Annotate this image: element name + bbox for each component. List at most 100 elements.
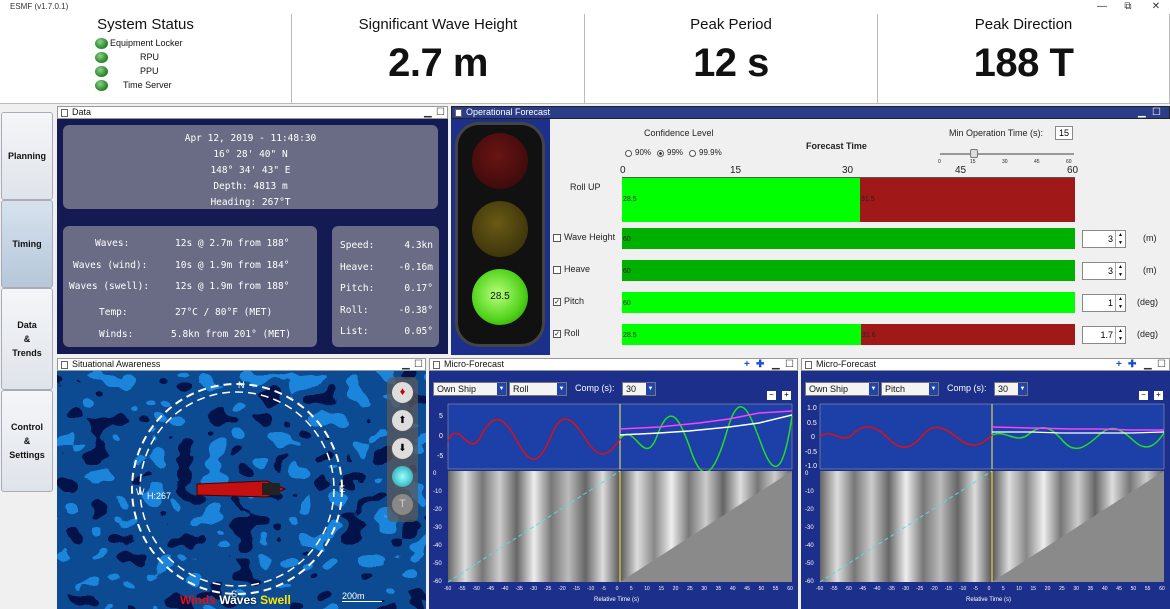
minimize-icon[interactable]: ▁ bbox=[772, 359, 780, 370]
wave-field-map bbox=[57, 371, 426, 609]
position-lon: 148° 34' 43" E bbox=[210, 165, 291, 176]
threshold-stepper[interactable]: 3 ▲ ▼ bbox=[1082, 262, 1126, 280]
waves-swell-label: Waves (swell): bbox=[69, 281, 150, 292]
radio-90-label: 90% bbox=[635, 148, 652, 157]
x-tick: 60 bbox=[787, 586, 793, 592]
ship-up-icon[interactable]: ⬆ bbox=[391, 409, 414, 432]
ship-down-icon[interactable]: ⬇ bbox=[391, 437, 414, 460]
x-tick: 40 bbox=[730, 586, 736, 592]
maximize-icon[interactable]: ☐ bbox=[1157, 359, 1166, 370]
x-tick: 35 bbox=[1087, 586, 1094, 592]
scale-bar: 200m bbox=[342, 591, 382, 602]
row-label: Roll bbox=[564, 328, 580, 338]
radio-99[interactable] bbox=[657, 150, 664, 157]
restore-button[interactable]: ⧉ bbox=[1124, 1, 1132, 12]
data-panel-header: Data ▁ ☐ bbox=[57, 106, 448, 119]
y-tick: 1.0 bbox=[807, 405, 817, 412]
ship-dropdown[interactable]: Own Ship ▼ bbox=[433, 382, 507, 396]
heave-value: -0.16m bbox=[398, 262, 433, 273]
y-tick: 5 bbox=[439, 413, 443, 420]
ship-dropdown[interactable]: Own Ship ▼ bbox=[805, 382, 879, 396]
x-tick: 20 bbox=[1044, 586, 1051, 592]
threshold-stepper[interactable]: 1 ▲ ▼ bbox=[1082, 294, 1126, 312]
add-icon[interactable]: + bbox=[744, 359, 750, 370]
nav-planning[interactable]: Planning bbox=[1, 112, 53, 200]
minimize-icon[interactable]: ▁ bbox=[1144, 359, 1152, 370]
comp-dropdown[interactable]: 30 ▼ bbox=[622, 382, 656, 396]
minimize-icon[interactable]: ▁ bbox=[424, 107, 432, 118]
x-tick: -5 bbox=[601, 586, 606, 592]
x-tick: 30 bbox=[701, 586, 707, 592]
y-tick: 0 bbox=[433, 471, 437, 477]
compass-icon[interactable]: ♦ bbox=[391, 381, 414, 404]
zoom-out-icon[interactable]: − bbox=[1139, 391, 1148, 400]
forecast-panel-title: Operational Forecast bbox=[466, 107, 551, 117]
status-led-icon bbox=[95, 38, 108, 49]
nav-data-trends[interactable]: Data & Trends bbox=[1, 288, 53, 390]
slider-thumb[interactable] bbox=[970, 149, 978, 158]
threshold-stepper[interactable]: 3 ▲ ▼ bbox=[1082, 230, 1126, 248]
minimize-icon[interactable]: ▁ bbox=[1138, 107, 1146, 118]
min-op-input[interactable]: 15 bbox=[1055, 126, 1073, 140]
x-tick: -25 bbox=[916, 586, 924, 592]
globe-icon[interactable] bbox=[391, 465, 414, 488]
situational-map[interactable]: N E S W H:267 Winds Waves Swell 200m ♦ ⬆… bbox=[57, 371, 426, 609]
peak-direction-value: 188 T bbox=[973, 41, 1074, 85]
x-tick: -55 bbox=[458, 586, 466, 592]
compass-east: E bbox=[339, 484, 346, 494]
maximize-icon[interactable]: ☐ bbox=[1152, 107, 1161, 118]
min-op-slider[interactable] bbox=[940, 153, 1074, 155]
waves-wind-label: Waves (wind): bbox=[73, 260, 148, 271]
maximize-icon[interactable]: ☐ bbox=[785, 359, 794, 370]
position-heading: Heading: 267°T bbox=[210, 197, 291, 208]
x-tick: -5 bbox=[973, 586, 978, 592]
peak-period-title: Peak Period bbox=[690, 16, 772, 33]
peak-period-panel: Peak Period 12 s bbox=[585, 14, 878, 104]
row-checkbox[interactable] bbox=[553, 266, 561, 274]
x-tick: 35 bbox=[715, 586, 722, 592]
row-checkbox[interactable]: ✓ bbox=[553, 330, 561, 338]
close-button[interactable]: ✕ bbox=[1151, 1, 1161, 12]
radio-999[interactable] bbox=[689, 150, 696, 157]
maximize-icon[interactable]: ☐ bbox=[414, 359, 423, 370]
minimize-icon[interactable]: ▁ bbox=[402, 359, 410, 370]
slider-tick: 60 bbox=[1066, 159, 1072, 165]
temp-label: Temp: bbox=[99, 307, 128, 318]
row-checkbox[interactable]: ✓ bbox=[553, 298, 561, 306]
radio-90[interactable] bbox=[625, 150, 632, 157]
spinner-arrows-icon[interactable]: ▲ ▼ bbox=[1115, 327, 1125, 343]
nav-control-settings[interactable]: Control & Settings bbox=[1, 390, 53, 492]
minimize-button[interactable]: — bbox=[1097, 1, 1107, 12]
x-tick: -25 bbox=[544, 586, 552, 592]
bar-mid-label: 31.6 bbox=[862, 332, 876, 339]
row-label: Heave bbox=[564, 264, 591, 274]
param-dropdown[interactable]: Pitch ▼ bbox=[881, 382, 939, 396]
x-tick: 0 bbox=[987, 586, 991, 592]
zoom-in-icon[interactable]: + bbox=[1154, 391, 1163, 400]
document-icon bbox=[805, 361, 812, 369]
spinner-arrows-icon[interactable]: ▲ ▼ bbox=[1115, 295, 1125, 311]
forecast-panel-header: Operational Forecast ▁ ☐ bbox=[451, 106, 1170, 119]
add-icon[interactable]: + bbox=[1116, 359, 1122, 370]
add-big-icon[interactable]: ✚ bbox=[756, 359, 765, 370]
y-tick: -40 bbox=[433, 543, 442, 549]
spinner-arrows-icon[interactable]: ▲ ▼ bbox=[1115, 263, 1125, 279]
zoom-icon[interactable]: T bbox=[391, 493, 414, 516]
spinner-arrows-icon[interactable]: ▲ ▼ bbox=[1115, 231, 1125, 247]
zoom-out-icon[interactable]: − bbox=[767, 391, 776, 400]
add-big-icon[interactable]: ✚ bbox=[1128, 359, 1137, 370]
row-checkbox[interactable] bbox=[553, 234, 561, 242]
param-dropdown[interactable]: Roll ▼ bbox=[509, 382, 567, 396]
x-tick: 10 bbox=[1016, 586, 1022, 592]
x-tick: -15 bbox=[572, 586, 580, 592]
y-tick: 0 bbox=[439, 433, 443, 440]
maximize-icon[interactable]: ☐ bbox=[436, 107, 445, 118]
row-label: Pitch bbox=[564, 296, 585, 306]
threshold-stepper[interactable]: 1.7 ▲ ▼ bbox=[1082, 326, 1126, 344]
bar-start-label: 60 bbox=[623, 268, 631, 275]
x-tick: 15 bbox=[1030, 586, 1037, 592]
comp-dropdown[interactable]: 30 ▼ bbox=[994, 382, 1028, 396]
nav-timing[interactable]: Timing bbox=[1, 200, 53, 288]
micro2-title: Micro-Forecast bbox=[816, 359, 877, 369]
zoom-in-icon[interactable]: + bbox=[782, 391, 791, 400]
